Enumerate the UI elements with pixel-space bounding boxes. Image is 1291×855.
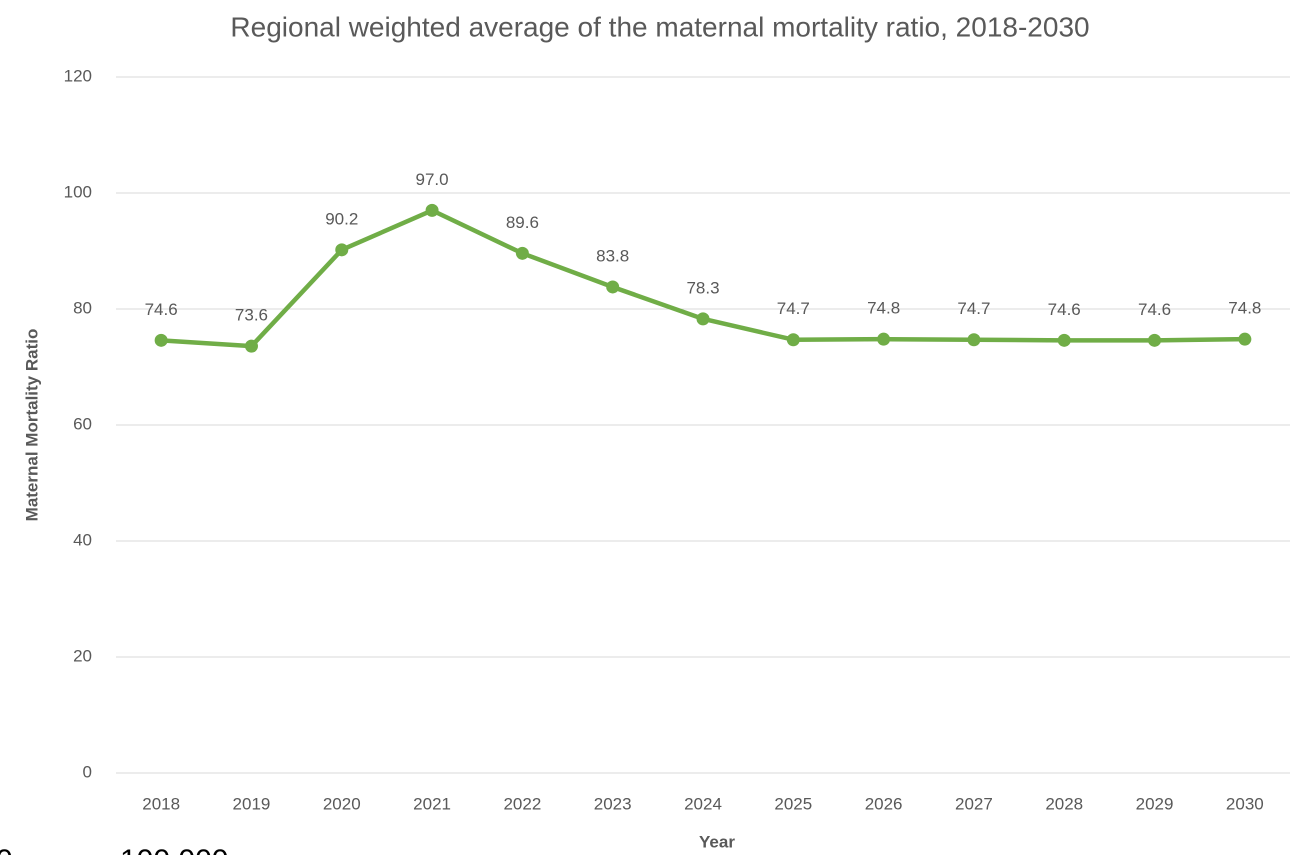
x-tick-label: 2029	[1136, 794, 1174, 813]
data-label: 90.2	[325, 209, 358, 228]
marker	[1057, 333, 1071, 347]
data-label: 74.8	[1228, 299, 1261, 318]
x-tick-label: 2020	[323, 794, 361, 813]
marker	[1238, 332, 1252, 346]
y-axis-title: Maternal Mortality Ratio	[22, 329, 41, 522]
y-tick-label: 80	[73, 298, 92, 317]
data-label: 74.6	[145, 300, 178, 319]
chart-title: Regional weighted average of the materna…	[230, 11, 1089, 42]
data-label: 74.8	[867, 299, 900, 318]
marker	[515, 246, 529, 260]
y-tick-label: 20	[73, 646, 92, 665]
data-label: 74.6	[1048, 300, 1081, 319]
marker	[154, 333, 168, 347]
x-tick-label: 2026	[865, 794, 903, 813]
data-label: 73.6	[235, 306, 268, 325]
x-tick-label: 2018	[142, 794, 180, 813]
data-label: 74.6	[1138, 300, 1171, 319]
x-tick-label: 2022	[503, 794, 541, 813]
x-tick-label: 2030	[1226, 794, 1264, 813]
y-tick-label: 100	[64, 182, 92, 201]
x-tick-label: 2027	[955, 794, 993, 813]
x-tick-label: 2019	[233, 794, 271, 813]
marker	[425, 203, 439, 217]
marker	[1148, 333, 1162, 347]
x-tick-label: 2028	[1045, 794, 1083, 813]
data-label: 89.6	[506, 213, 539, 232]
data-label: 97.0	[416, 170, 449, 189]
x-tick-label: 2024	[684, 794, 722, 813]
marker	[696, 312, 710, 326]
data-label: 74.7	[777, 299, 810, 318]
y-tick-label: 60	[73, 414, 92, 433]
footnote: 0	[0, 844, 13, 855]
marker	[335, 243, 349, 257]
marker	[786, 333, 800, 347]
y-tick-label: 120	[64, 66, 92, 85]
x-tick-label: 2025	[774, 794, 812, 813]
x-tick-label: 2021	[413, 794, 451, 813]
y-tick-label: 40	[73, 530, 92, 549]
y-tick-label: 0	[83, 762, 92, 781]
marker	[877, 332, 891, 346]
x-tick-label: 2023	[594, 794, 632, 813]
footnote: 100 000	[120, 844, 228, 855]
data-label: 83.8	[596, 246, 629, 265]
marker	[967, 333, 981, 347]
data-label: 78.3	[686, 278, 719, 297]
marker	[606, 280, 620, 294]
data-label: 74.7	[957, 299, 990, 318]
x-axis-title: Year	[699, 832, 735, 851]
marker	[244, 339, 258, 353]
